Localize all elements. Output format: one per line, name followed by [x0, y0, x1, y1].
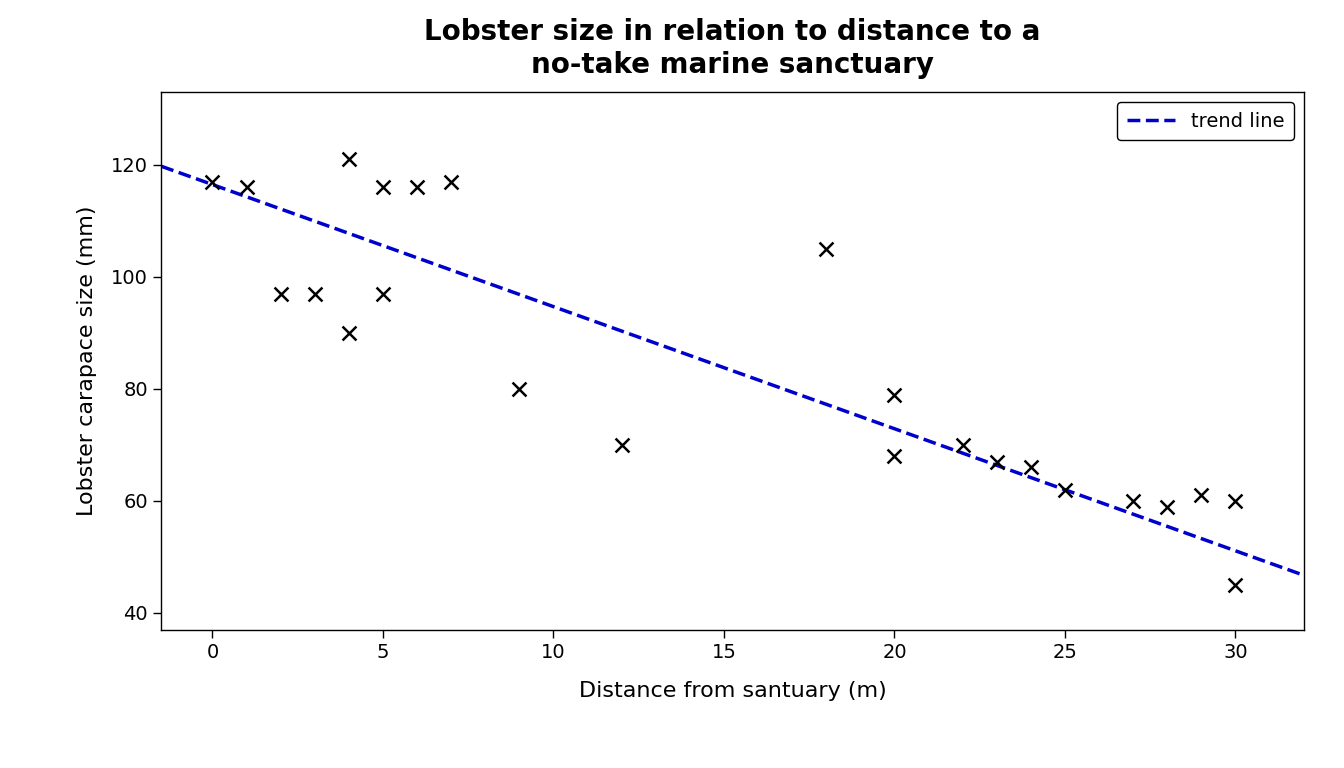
Point: [884, 389, 906, 401]
trend line: [1188, 532, 1204, 541]
Point: [612, 439, 633, 451]
Point: [304, 288, 325, 300]
Line: trend line: trend line: [161, 166, 1304, 575]
Title: Lobster size in relation to distance to a
no-take marine sanctuary: Lobster size in relation to distance to …: [425, 18, 1040, 78]
Point: [952, 439, 973, 451]
Point: [884, 450, 906, 462]
Point: [1054, 484, 1075, 496]
X-axis label: Distance from santuary (m): Distance from santuary (m): [579, 681, 886, 701]
trend line: [829, 404, 845, 413]
Point: [986, 455, 1008, 468]
trend line: [157, 163, 173, 172]
Point: [406, 181, 427, 194]
Point: [372, 288, 394, 300]
Point: [1157, 501, 1179, 513]
trend line: [1116, 506, 1132, 515]
Point: [1122, 495, 1144, 507]
Point: [235, 181, 257, 194]
Point: [1191, 489, 1212, 502]
trend line: [852, 412, 868, 421]
trend line: [833, 405, 849, 414]
Point: [270, 288, 292, 300]
Point: [339, 327, 360, 339]
Point: [372, 181, 394, 194]
trend line: [1296, 571, 1312, 580]
Y-axis label: Lobster carapace size (mm): Lobster carapace size (mm): [77, 206, 97, 516]
Point: [1224, 495, 1246, 507]
Legend: trend line: trend line: [1117, 102, 1294, 141]
Point: [441, 176, 462, 188]
Point: [339, 154, 360, 166]
Point: [1224, 579, 1246, 591]
Point: [508, 382, 530, 395]
Point: [816, 243, 837, 255]
trend line: [153, 161, 169, 170]
Point: [1020, 462, 1042, 474]
Point: [202, 176, 223, 188]
